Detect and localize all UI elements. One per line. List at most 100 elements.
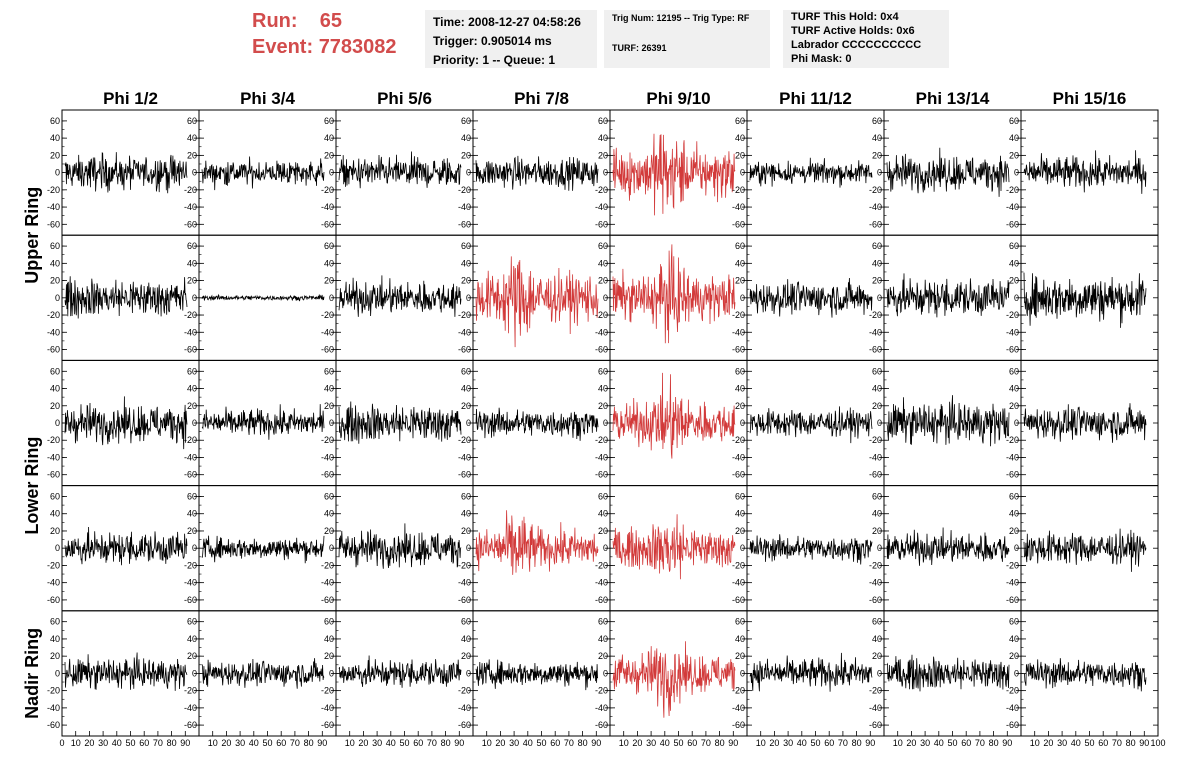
y-tick-label: 40 (324, 509, 334, 519)
y-tick-label: -40 (184, 452, 197, 462)
y-tick-label: 0 (466, 668, 471, 678)
x-tick-label: 40 (249, 738, 259, 748)
y-tick-label: -60 (321, 595, 334, 605)
column-title-5: Phi 9/10 (646, 89, 710, 108)
waveform-trace (886, 527, 1010, 566)
x-tick-label: 70 (1112, 738, 1122, 748)
y-tick-label: -60 (321, 720, 334, 730)
column-title-3: Phi 5/6 (377, 89, 432, 108)
y-tick-label: -40 (595, 202, 608, 212)
y-tick-label: 0 (740, 168, 745, 178)
y-tick-label: 40 (461, 384, 471, 394)
waveform-trace (201, 156, 325, 191)
y-tick-label: 40 (735, 509, 745, 519)
y-tick-label: 0 (877, 418, 882, 428)
y-tick-label: -40 (1006, 578, 1019, 588)
y-tick-label: 40 (461, 634, 471, 644)
y-tick-label: 60 (324, 366, 334, 376)
y-tick-label: 20 (50, 276, 60, 286)
waveform-trace (475, 256, 599, 348)
y-tick-label: -20 (321, 560, 334, 570)
y-tick-label: -20 (869, 560, 882, 570)
x-tick-label: 50 (673, 738, 683, 748)
y-tick-label: 40 (324, 634, 334, 644)
y-tick-label: 20 (735, 651, 745, 661)
x-tick-label: 70 (427, 738, 437, 748)
y-tick-label: 0 (466, 543, 471, 553)
waveform-trace (64, 526, 188, 566)
turf-text: TURF: 26391 (612, 43, 667, 53)
y-tick-label: 60 (50, 491, 60, 501)
y-tick-label: -20 (732, 435, 745, 445)
y-tick-label: -20 (321, 185, 334, 195)
y-tick-label: 20 (187, 526, 197, 536)
event-value: 7783082 (318, 36, 397, 58)
y-tick-label: -40 (458, 202, 471, 212)
column-title-4: Phi 7/8 (514, 89, 569, 108)
y-tick-label: 60 (187, 241, 197, 251)
y-tick-label: 60 (872, 366, 882, 376)
y-tick-label: 0 (740, 668, 745, 678)
y-tick-label: -20 (321, 686, 334, 696)
x-tick-label: 90 (317, 738, 327, 748)
run-label: Run: (252, 10, 298, 32)
y-tick-label: 40 (735, 634, 745, 644)
y-tick-label: -20 (47, 435, 60, 445)
turf-this-hold-text: TURF This Hold: 0x4 (791, 11, 899, 23)
y-tick-label: 20 (324, 526, 334, 536)
y-tick-label: -40 (595, 703, 608, 713)
column-title-2: Phi 3/4 (240, 89, 295, 108)
x-tick-label: 10 (756, 738, 766, 748)
waveform-trace (612, 133, 736, 216)
y-tick-label: 40 (872, 133, 882, 143)
y-tick-label: 40 (735, 384, 745, 394)
waveform-trace (886, 654, 1010, 692)
waveform-trace (749, 277, 873, 318)
waveform-trace (612, 641, 736, 718)
y-tick-label: -20 (595, 560, 608, 570)
y-tick-label: -40 (321, 327, 334, 337)
y-tick-label: -20 (47, 560, 60, 570)
waveform-trace (201, 658, 325, 689)
y-tick-label: 0 (55, 668, 60, 678)
y-tick-label: 40 (187, 133, 197, 143)
y-tick-label: 20 (324, 150, 334, 160)
y-tick-label: -40 (321, 578, 334, 588)
y-tick-label: -20 (458, 310, 471, 320)
x-tick-label: 40 (112, 738, 122, 748)
y-tick-label: 40 (324, 133, 334, 143)
y-tick-label: 0 (740, 418, 745, 428)
y-tick-label: 0 (877, 293, 882, 303)
y-tick-label: 60 (50, 617, 60, 627)
x-tick-label: 0 (59, 738, 64, 748)
run-event-box: Run: 65 Event: 7783082 (252, 8, 397, 60)
y-tick-label: 60 (1009, 617, 1019, 627)
y-tick-label: -20 (732, 310, 745, 320)
y-tick-label: -60 (595, 470, 608, 480)
y-tick-label: 0 (1014, 293, 1019, 303)
y-tick-label: 20 (1009, 401, 1019, 411)
turf-active-holds-text: TURF Active Holds: 0x6 (791, 25, 915, 37)
y-tick-label: -20 (1006, 435, 1019, 445)
y-tick-label: -40 (869, 202, 882, 212)
y-tick-label: 20 (187, 150, 197, 160)
y-tick-label: 60 (50, 116, 60, 126)
y-tick-label: 0 (329, 168, 334, 178)
y-tick-label: -60 (47, 219, 60, 229)
y-tick-label: 20 (187, 651, 197, 661)
x-tick-label: 30 (509, 738, 519, 748)
y-tick-label: 0 (603, 168, 608, 178)
waveform-trace (612, 372, 736, 459)
y-tick-label: -40 (869, 703, 882, 713)
y-tick-label: -60 (1006, 595, 1019, 605)
y-tick-label: -20 (595, 435, 608, 445)
trigger-text: Trigger: 0.905014 ms (433, 34, 552, 48)
turf-info-panel: TURF This Hold: 0x4 TURF Active Holds: 0… (783, 10, 949, 68)
y-tick-label: -60 (184, 595, 197, 605)
x-tick-label: 70 (290, 738, 300, 748)
x-tick-label: 20 (495, 738, 505, 748)
waveform-trace (749, 406, 873, 444)
y-tick-label: 20 (598, 401, 608, 411)
y-tick-label: 60 (1009, 241, 1019, 251)
waveform-trace (338, 275, 462, 317)
